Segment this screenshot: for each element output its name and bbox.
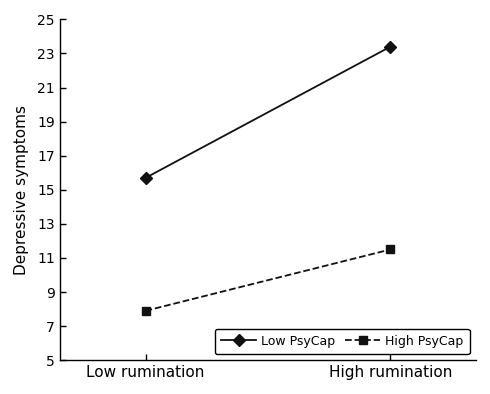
Low PsyCap	[143, 175, 148, 180]
Low PsyCap	[388, 44, 393, 49]
Line: High PsyCap: High PsyCap	[142, 245, 394, 315]
High PsyCap	[143, 309, 148, 313]
Line: Low PsyCap: Low PsyCap	[142, 43, 394, 182]
Legend: Low PsyCap, High PsyCap: Low PsyCap, High PsyCap	[215, 329, 470, 354]
High PsyCap	[388, 247, 393, 252]
Y-axis label: Depressive symptoms: Depressive symptoms	[14, 105, 29, 275]
